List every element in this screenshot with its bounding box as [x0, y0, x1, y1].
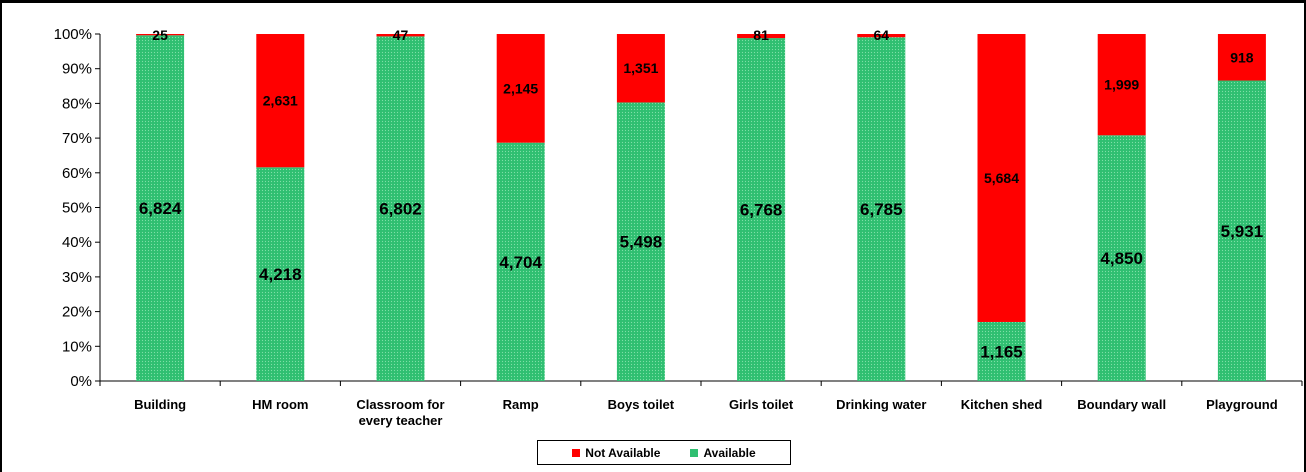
data-label-not-available: 1,999 — [1104, 77, 1139, 93]
data-label-not-available: 81 — [753, 27, 769, 43]
y-tick-label: 100% — [54, 26, 92, 43]
y-tick-label: 90% — [62, 61, 92, 78]
data-label-not-available: 1,351 — [623, 60, 658, 76]
bar-available — [136, 35, 185, 382]
data-label-available: 4,218 — [259, 265, 302, 284]
y-tick-label: 60% — [62, 165, 92, 182]
bar-available — [376, 36, 425, 381]
data-label-not-available: 64 — [874, 27, 890, 43]
bar-not-available — [857, 34, 906, 38]
category-label: Playground — [1206, 397, 1278, 412]
category-label: Boys toilet — [608, 397, 675, 412]
data-label-available: 5,498 — [620, 233, 663, 252]
data-label-available: 4,704 — [499, 253, 542, 272]
bar-not-available — [737, 34, 786, 39]
y-tick-label: 0% — [70, 373, 92, 390]
y-tick-label: 10% — [62, 338, 92, 355]
data-label-not-available: 5,684 — [984, 170, 1019, 186]
category-label: Classroom for — [356, 397, 444, 412]
bar-not-available — [1097, 34, 1146, 136]
bar-available — [1217, 80, 1266, 381]
y-tick-label: 20% — [62, 304, 92, 321]
y-tick-label: 80% — [62, 95, 92, 112]
category-label: Boundary wall — [1077, 397, 1166, 412]
bar-available — [496, 142, 545, 381]
bar-not-available — [1217, 34, 1266, 81]
frame-left-border — [0, 0, 2, 472]
data-label-not-available: 2,631 — [263, 93, 298, 109]
data-label-available: 5,931 — [1221, 222, 1264, 241]
bar-not-available — [376, 34, 425, 37]
data-label-available: 6,802 — [379, 200, 422, 219]
bar-not-available — [256, 34, 305, 168]
legend-label-not-available: Not Available — [585, 445, 661, 460]
data-label-not-available: 2,145 — [503, 80, 538, 96]
bar-available — [1097, 135, 1146, 381]
y-tick-label: 30% — [62, 269, 92, 286]
data-label-available: 4,850 — [1100, 249, 1143, 268]
bar-available — [616, 102, 665, 381]
category-label: Ramp — [503, 397, 539, 412]
category-label: Kitchen shed — [961, 397, 1043, 412]
data-label-not-available: 47 — [393, 27, 409, 43]
legend-item-available: Available — [690, 445, 756, 460]
legend: Not Available Available — [537, 440, 791, 465]
bar-not-available — [496, 34, 545, 143]
category-label: Girls toilet — [729, 397, 794, 412]
bar-available — [857, 37, 906, 381]
bar-available — [256, 167, 305, 381]
legend-label-available: Available — [703, 445, 756, 460]
data-label-available: 1,165 — [980, 342, 1023, 361]
category-label: HM room — [252, 397, 308, 412]
bar-available — [977, 321, 1026, 381]
frame-top-border — [0, 0, 1306, 3]
category-label: Drinking water — [836, 397, 926, 412]
category-label: every teacher — [359, 413, 443, 428]
data-label-available: 6,768 — [740, 201, 783, 220]
bar-not-available — [136, 34, 185, 36]
data-label-available: 6,824 — [139, 199, 182, 218]
y-tick-label: 70% — [62, 130, 92, 147]
bar-available — [737, 38, 786, 381]
category-label: Building — [134, 397, 186, 412]
bar-not-available — [977, 34, 1026, 322]
frame-right-border — [1304, 0, 1306, 472]
data-label-available: 6,785 — [860, 200, 903, 219]
y-tick-label: 40% — [62, 234, 92, 251]
legend-swatch-available — [690, 448, 699, 457]
legend-item-not-available: Not Available — [572, 446, 660, 460]
y-tick-label: 50% — [62, 200, 92, 217]
data-label-not-available: 918 — [1230, 49, 1254, 65]
bar-not-available — [616, 34, 665, 103]
legend-swatch-not-available — [572, 448, 581, 457]
data-label-not-available: 25 — [152, 27, 168, 43]
